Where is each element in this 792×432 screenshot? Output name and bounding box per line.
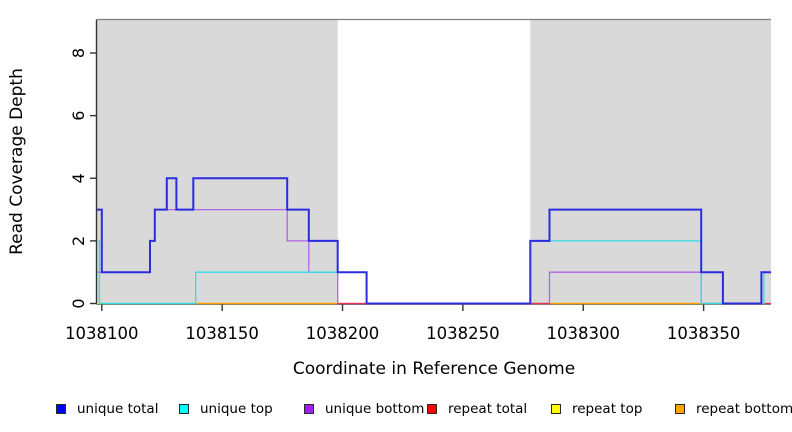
x-tick-label: 1038300: [546, 324, 620, 343]
y-tick-label: 6: [69, 111, 88, 121]
x-tick-label: 1038200: [306, 324, 380, 343]
y-tick-label: 0: [69, 298, 88, 308]
y-axis-title: Read Coverage Depth: [7, 68, 27, 255]
shaded-region: [97, 19, 338, 304]
y-tick-label: 8: [69, 48, 88, 58]
x-tick-label: 1038250: [426, 324, 500, 343]
x-axis-title: Coordinate in Reference Genome: [293, 359, 575, 379]
x-tick-label: 1038350: [667, 324, 741, 343]
y-tick-label: 2: [69, 236, 88, 246]
shaded-region: [530, 19, 771, 304]
x-tick-label: 1038100: [65, 324, 139, 343]
series-line-unique-total: [97, 177, 771, 305]
x-tick-label: 1038150: [185, 324, 259, 343]
y-tick-label: 4: [69, 173, 88, 183]
